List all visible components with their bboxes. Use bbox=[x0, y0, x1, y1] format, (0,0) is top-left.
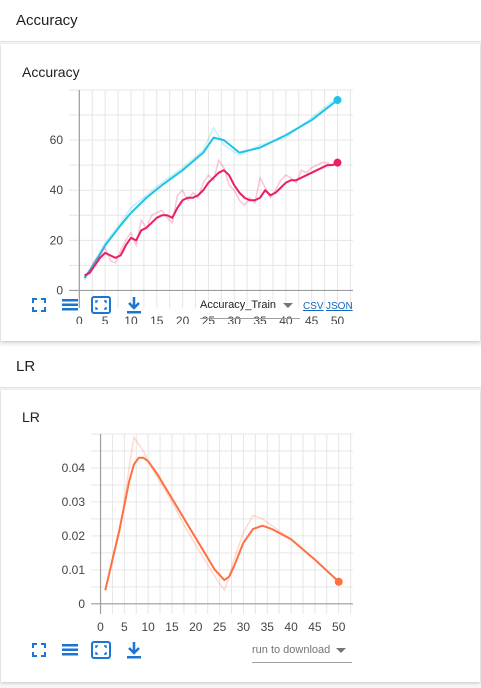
chart-title: LR bbox=[22, 409, 40, 425]
x-tick-label: 25 bbox=[213, 620, 227, 634]
list-icon[interactable] bbox=[59, 639, 81, 661]
x-tick-label: 35 bbox=[253, 314, 267, 324]
csv-link[interactable]: CSV bbox=[303, 301, 324, 312]
x-tick-label: 5 bbox=[102, 314, 109, 324]
raw-series-line bbox=[83, 158, 339, 279]
x-tick-label: 30 bbox=[228, 314, 242, 324]
x-tick-label: 30 bbox=[237, 620, 251, 634]
x-tick-label: 15 bbox=[150, 314, 164, 324]
chart-card-lr: LR 0 5 10 15 20 25 30 35 40 45 50 0 0.01 0.02 0.03 0.04… bbox=[1, 390, 480, 682]
y-tick-label: 0.02 bbox=[62, 529, 86, 543]
fit-domain-icon[interactable] bbox=[90, 639, 112, 661]
x-tick-label: 20 bbox=[176, 314, 190, 324]
x-tick-label: 45 bbox=[305, 314, 319, 324]
y-tick-label: 60 bbox=[50, 133, 64, 147]
x-tick-label: 0 bbox=[97, 620, 104, 634]
series-end-point bbox=[334, 577, 343, 586]
chevron-down-icon[interactable] bbox=[283, 303, 293, 308]
y-tick-label: 0.01 bbox=[62, 563, 86, 577]
fullscreen-icon[interactable] bbox=[28, 294, 50, 316]
chart-title: Accuracy bbox=[22, 64, 80, 80]
dropdown-underline bbox=[200, 318, 300, 319]
x-tick-label: 35 bbox=[261, 620, 275, 634]
series-line bbox=[84, 161, 338, 277]
x-tick-label: 5 bbox=[121, 620, 128, 634]
x-tick-label: 40 bbox=[279, 314, 293, 324]
section-title: Accuracy bbox=[16, 12, 78, 29]
series-line bbox=[104, 456, 340, 591]
y-tick-label: 0 bbox=[78, 597, 85, 611]
list-icon[interactable] bbox=[59, 294, 81, 316]
x-tick-label: 10 bbox=[141, 620, 155, 634]
x-tick-label: 40 bbox=[284, 620, 298, 634]
y-tick-label: 20 bbox=[50, 233, 64, 247]
fit-domain-icon[interactable] bbox=[90, 294, 112, 316]
section-header-accuracy[interactable]: Accuracy bbox=[0, 0, 481, 42]
fullscreen-icon[interactable] bbox=[28, 639, 50, 661]
chart-card-accuracy: Accuracy 0 5 10 15 20 25 30 35 40 45 50 0 20 40 60 Acc… bbox=[1, 44, 480, 341]
series-line bbox=[83, 99, 339, 279]
download-icon[interactable] bbox=[123, 294, 145, 316]
y-tick-label: 40 bbox=[50, 183, 64, 197]
json-link[interactable]: JSON bbox=[326, 301, 353, 312]
lr-chart[interactable]: 0 5 10 15 20 25 30 35 40 45 50 0 0.01 0.02 0.03 0.04 bbox=[1, 432, 480, 678]
raw-series-line bbox=[104, 435, 340, 592]
x-tick-label: 15 bbox=[165, 620, 179, 634]
dropdown-underline bbox=[252, 662, 352, 663]
x-tick-label: 0 bbox=[76, 314, 83, 324]
y-tick-label: 0 bbox=[56, 283, 63, 297]
x-tick-label: 45 bbox=[308, 620, 322, 634]
x-tick-label: 25 bbox=[202, 314, 216, 324]
y-tick-label: 0.04 bbox=[62, 461, 86, 475]
tag-dropdown[interactable]: Accuracy_Train bbox=[200, 299, 277, 311]
section-header-lr[interactable]: LR bbox=[0, 346, 481, 388]
chevron-down-icon[interactable] bbox=[336, 648, 346, 653]
x-tick-label: 10 bbox=[124, 314, 138, 324]
section-title: LR bbox=[16, 358, 36, 375]
y-tick-label: 0.03 bbox=[62, 495, 86, 509]
run-dropdown[interactable]: run to download bbox=[252, 644, 331, 656]
series-end-point bbox=[333, 96, 342, 105]
accuracy-chart[interactable]: 0 5 10 15 20 25 30 35 40 45 50 0 20 40 60 bbox=[1, 88, 480, 324]
download-icon[interactable] bbox=[123, 639, 145, 661]
x-tick-label: 20 bbox=[189, 620, 203, 634]
series-end-point bbox=[333, 158, 342, 167]
x-tick-label: 50 bbox=[332, 620, 346, 634]
x-tick-label: 50 bbox=[331, 314, 345, 324]
